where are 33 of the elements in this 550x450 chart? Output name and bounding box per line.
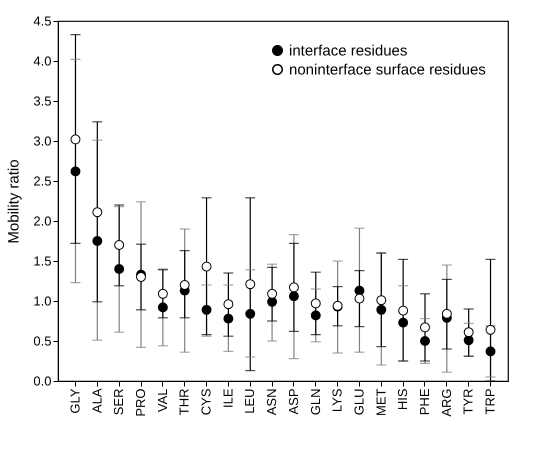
y-tick-label: 1.0 <box>33 294 52 308</box>
x-tick-label: GLN <box>308 388 323 416</box>
y-tick-label: 0.0 <box>33 374 52 388</box>
y-tick-label: 0.5 <box>33 334 52 348</box>
x-tick-label: ILE <box>220 388 236 408</box>
x-tick-label: ALA <box>89 388 104 414</box>
y-axis-title: Mobility ratio <box>5 159 22 244</box>
legend-label: noninterface surface residues <box>289 62 486 78</box>
x-tick-label: MET <box>373 388 388 416</box>
x-tick-label: PRO <box>133 388 148 417</box>
x-tick-label: GLY <box>67 388 82 414</box>
x-tick-label: PHE <box>416 388 432 416</box>
x-tick-label: VAL <box>154 388 170 412</box>
x-tick-label: GLU <box>351 388 366 416</box>
x-tick-label: ARG <box>438 388 454 417</box>
legend-label: interface residues <box>289 42 408 60</box>
x-tick-label: SER <box>111 388 126 416</box>
x-tick-label: CYS <box>198 388 214 416</box>
x-tick-label: THR <box>176 388 192 416</box>
x-tick-label: LYS <box>330 388 345 412</box>
y-tick-label: 2.5 <box>33 174 52 188</box>
x-tick-label: HIS <box>395 388 410 410</box>
y-tick-label: 4.5 <box>33 14 52 28</box>
x-tick-label: LEU <box>242 388 258 414</box>
y-tick-label: 1.5 <box>33 254 52 268</box>
x-tick-label: TYR <box>460 388 476 414</box>
x-tick-label: TRP <box>482 388 498 414</box>
y-tick-label: 4.0 <box>33 54 52 68</box>
x-tick-label: ASP <box>286 388 301 415</box>
y-tick-label: 3.5 <box>33 94 52 108</box>
y-tick-label: 2.0 <box>33 214 52 228</box>
y-tick-label: 3.0 <box>33 134 52 148</box>
x-tick-label: ASN <box>264 388 280 416</box>
